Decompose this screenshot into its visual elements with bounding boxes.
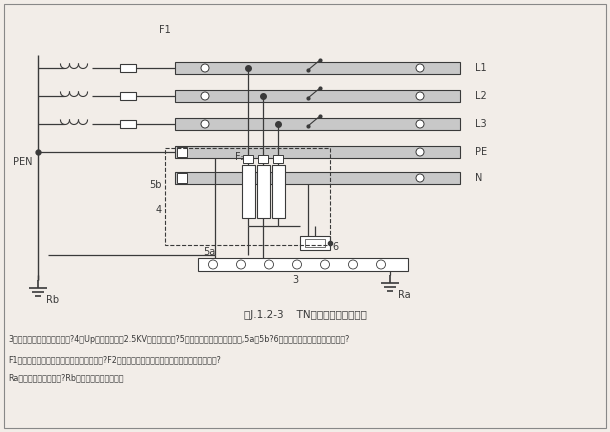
Circle shape bbox=[416, 120, 424, 128]
Bar bbox=[198, 258, 408, 271]
Text: L3: L3 bbox=[475, 119, 487, 129]
Bar bbox=[273, 155, 283, 163]
Text: Ra－本装置的接地电阻?Rb－电源系统的接地电阻: Ra－本装置的接地电阻?Rb－电源系统的接地电阻 bbox=[8, 373, 123, 382]
Circle shape bbox=[348, 260, 357, 269]
Bar bbox=[165, 148, 330, 245]
Text: 4: 4 bbox=[156, 205, 162, 215]
Bar bbox=[243, 155, 253, 163]
Bar bbox=[256, 165, 270, 218]
Bar bbox=[175, 118, 460, 130]
Circle shape bbox=[201, 120, 209, 128]
Text: F1－安装在电气装置电源进户处的保护电器?F2－电涌保护器满迪厂要求装设的过电流保护电器?: F1－安装在电气装置电源进户处的保护电器?F2－电涌保护器满迪厂要求装设的过电流… bbox=[8, 355, 221, 364]
Text: PEN: PEN bbox=[13, 157, 33, 167]
Circle shape bbox=[416, 64, 424, 72]
Bar bbox=[175, 90, 460, 102]
Circle shape bbox=[376, 260, 386, 269]
Bar bbox=[175, 146, 460, 158]
Bar bbox=[300, 236, 330, 250]
Circle shape bbox=[209, 260, 218, 269]
Circle shape bbox=[201, 92, 209, 100]
Text: 图J.1.2-3    TN系统中的电涌保护器: 图J.1.2-3 TN系统中的电涌保护器 bbox=[243, 310, 367, 320]
Bar bbox=[120, 92, 136, 100]
Circle shape bbox=[265, 260, 273, 269]
Bar bbox=[120, 64, 136, 72]
Text: 3－总接地端或总接地连接带?4－Up应小于或等于2.5KV的电涌保护器?5－电涌保护器的接地连接线,5a或5b?6－需要被电涌保护器保护的设备?: 3－总接地端或总接地连接带?4－Up应小于或等于2.5KV的电涌保护器?5－电涌… bbox=[8, 335, 350, 344]
Bar bbox=[120, 120, 136, 128]
Text: PE: PE bbox=[475, 147, 487, 157]
Circle shape bbox=[293, 260, 301, 269]
Text: F1: F1 bbox=[159, 25, 171, 35]
Text: F₂: F₂ bbox=[235, 152, 245, 162]
Text: 3: 3 bbox=[292, 275, 298, 285]
Text: 5b: 5b bbox=[149, 180, 162, 190]
Circle shape bbox=[237, 260, 245, 269]
Bar bbox=[177, 173, 187, 183]
Bar bbox=[305, 239, 325, 247]
Bar bbox=[258, 155, 268, 163]
Bar bbox=[271, 165, 284, 218]
Circle shape bbox=[416, 174, 424, 182]
Circle shape bbox=[201, 64, 209, 72]
Text: L1: L1 bbox=[475, 63, 487, 73]
Text: Rb: Rb bbox=[46, 295, 59, 305]
Bar bbox=[175, 172, 460, 184]
Text: L2: L2 bbox=[475, 91, 487, 101]
Bar bbox=[242, 165, 254, 218]
Bar bbox=[175, 62, 460, 74]
Circle shape bbox=[416, 148, 424, 156]
Text: 6: 6 bbox=[332, 242, 338, 252]
Circle shape bbox=[320, 260, 329, 269]
Circle shape bbox=[416, 92, 424, 100]
Bar bbox=[177, 147, 187, 157]
Text: Ra: Ra bbox=[398, 290, 411, 300]
Text: N: N bbox=[475, 173, 483, 183]
Text: 5a: 5a bbox=[203, 247, 215, 257]
